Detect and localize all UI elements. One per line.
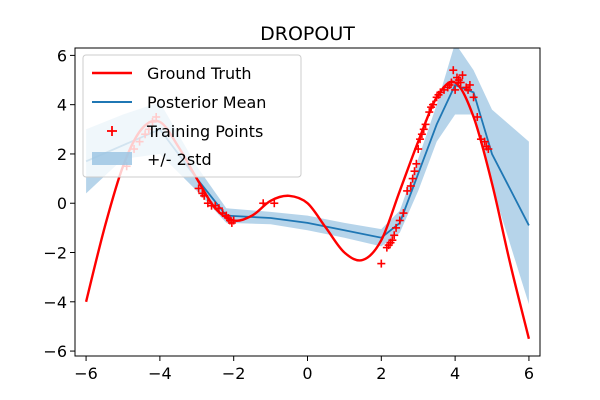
training-point — [465, 80, 474, 89]
y-tick-label: −4 — [43, 293, 67, 312]
training-point — [388, 236, 397, 245]
training-point — [456, 78, 465, 87]
training-point — [229, 216, 238, 225]
training-point — [484, 145, 493, 154]
training-point — [408, 174, 417, 183]
training-point — [480, 137, 489, 146]
training-point — [395, 216, 404, 225]
y-tick-label: −2 — [43, 244, 67, 263]
training-point — [412, 159, 421, 168]
training-point — [200, 191, 209, 200]
training-point — [447, 78, 456, 87]
training-point — [259, 199, 268, 208]
training-point — [428, 100, 437, 109]
training-point — [416, 135, 425, 144]
training-point — [377, 259, 386, 268]
training-point — [421, 120, 430, 129]
legend: Ground Truth Posterior Mean Training Poi… — [82, 54, 302, 178]
training-point — [417, 130, 426, 139]
training-point — [392, 223, 401, 232]
x-axis: −6 −4 −2 0 2 4 6 — [74, 356, 534, 383]
training-point — [410, 167, 419, 176]
training-point — [425, 108, 434, 117]
legend-std-band-label: +/- 2std — [147, 150, 212, 169]
training-point — [449, 66, 458, 75]
legend-training-points-marker — [107, 126, 117, 136]
x-tick-label: −2 — [222, 364, 246, 383]
y-tick-label: 4 — [57, 96, 67, 115]
legend-box — [82, 54, 302, 178]
y-tick-label: 0 — [57, 194, 67, 213]
x-tick-label: 2 — [376, 364, 386, 383]
training-point — [390, 231, 399, 240]
y-tick-label: 6 — [57, 46, 67, 65]
y-axis: −6 −4 −2 0 2 4 6 — [43, 46, 75, 361]
x-tick-label: −4 — [148, 364, 172, 383]
legend-ground-truth-label: Ground Truth — [147, 64, 252, 83]
y-tick-label: −6 — [43, 342, 67, 361]
y-tick-label: 2 — [57, 145, 67, 164]
training-point — [214, 204, 223, 213]
x-tick-label: −6 — [74, 364, 98, 383]
training-point — [419, 125, 428, 134]
chart-title: DROPOUT — [260, 23, 355, 45]
legend-training-points-label: Training Points — [146, 122, 263, 141]
x-tick-label: 6 — [524, 364, 534, 383]
training-point — [270, 199, 279, 208]
legend-posterior-mean-label: Posterior Mean — [147, 93, 266, 112]
training-point — [458, 71, 467, 80]
x-tick-label: 0 — [302, 364, 312, 383]
training-point — [464, 85, 473, 94]
training-point — [403, 186, 412, 195]
training-point — [473, 112, 482, 121]
legend-std-band-swatch — [92, 152, 132, 165]
training-point — [414, 145, 423, 154]
training-point — [469, 93, 478, 102]
training-point — [451, 85, 460, 94]
training-point — [406, 181, 415, 190]
x-tick-label: 4 — [450, 364, 460, 383]
training-point — [399, 209, 408, 218]
training-point — [194, 184, 203, 193]
